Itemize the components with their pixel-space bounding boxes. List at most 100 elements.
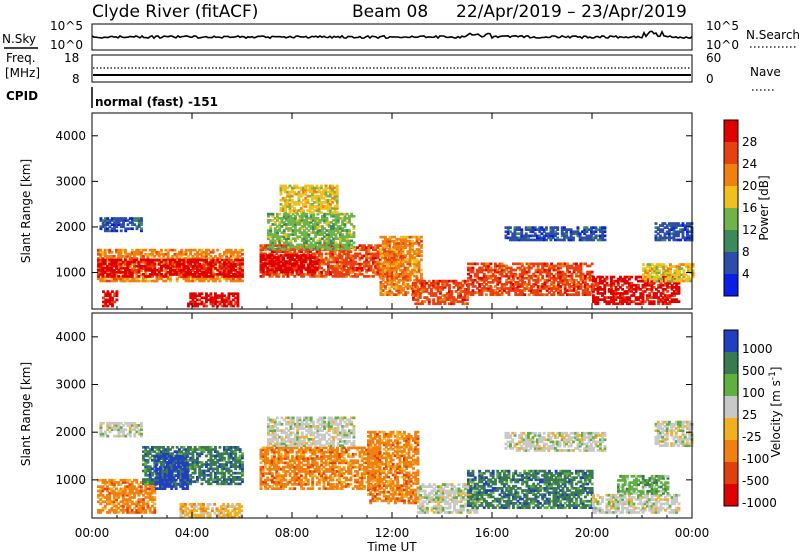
data-cell [520,228,523,231]
freq-left-tick-top: 18 [64,51,79,65]
noise-right-tick-bottom: 10^0 [706,38,739,52]
data-cell [612,276,615,279]
data-cell [320,253,323,256]
data-cell [316,260,319,263]
data-cell [353,225,356,228]
colorbar-segment [724,208,738,230]
data-cell [521,263,524,266]
colorbar-tick-label: 28 [742,135,757,149]
data-cell [305,213,308,216]
colorbar-segment [724,142,738,164]
noise-left-tick-bottom: 10^0 [50,38,83,52]
data-cell [241,280,244,283]
noise-left-label: N.Sky [2,32,36,46]
data-cell [350,250,353,253]
freq-left-tick-bottom: 8 [72,72,80,86]
y-tick-label: 4000 [55,129,86,143]
data-cell [216,249,219,252]
data-cell [353,246,356,249]
data-cell [140,227,143,230]
data-cell [604,226,607,229]
data-cell [153,263,156,266]
y-tick-label: 3000 [55,174,86,188]
data-cell [336,211,339,214]
data-cell [541,275,544,278]
data-cell [556,232,559,235]
data-cell [655,222,658,225]
date-range: 22/Apr/2019 – 23/Apr/2019 [456,2,687,22]
data-cell [469,275,472,278]
data-cell [241,263,244,266]
data-cell [205,259,208,262]
data-cell [407,291,410,294]
data-cell [660,278,663,281]
data-cell [666,290,669,293]
noise-left-tick-top: 10^5 [50,19,83,33]
data-cell [348,229,351,232]
data-cell [420,273,423,276]
colorbar-tick-label: 16 [742,201,757,215]
data-cell [160,249,163,252]
freq-left-unit: [MHz] [5,66,40,80]
data-cell [637,284,640,287]
data-cell [509,226,512,229]
y-tick-label: 1000 [55,266,86,280]
data-cell [591,263,594,266]
data-cell [420,236,423,239]
data-cell [326,217,329,220]
data-cell [210,292,213,295]
data-cell [653,300,656,303]
y-tick-label: 2000 [55,220,86,234]
data-cell [320,211,323,214]
colorbar-tick-label: 4 [742,267,750,281]
data-cell [577,226,580,229]
noise-panel: N.Sky 10^5 10^0 10^5 10^0 N.Search [2,19,800,52]
data-cell [262,254,265,257]
data-cell [466,280,469,283]
data-cell [201,292,204,295]
data-cell [316,266,319,269]
data-cell [428,298,431,301]
colorbar-tick-label: 8 [742,245,750,259]
colorbar-segment [724,186,738,208]
power-y-label: Slant Range [km] [19,159,33,263]
data-cell [476,263,479,266]
power-colorbar-label: Power [dB] [757,175,771,240]
colorbar-segment [724,164,738,186]
data-cell [384,273,387,276]
data-cell [545,226,548,229]
noise-right-label: N.Search [746,28,800,42]
colorbar-segment [724,230,738,252]
data-cell [420,250,423,253]
data-cell [174,249,177,252]
data-cell [205,305,208,308]
data-cell [116,290,119,293]
cpid-panel: CPID normal (fast) -151 [6,87,218,109]
data-cell [241,249,244,252]
data-cell [630,276,633,279]
data-cell [116,299,119,302]
data-cell [212,249,215,252]
data-cell [472,267,475,270]
data-cell [450,290,453,293]
data-cell [523,293,526,296]
data-cell [678,300,681,303]
data-cell [420,244,423,247]
freq-left-label: Freq. [6,51,36,65]
data-cell [353,215,356,218]
colorbar-tick-label: 20 [742,179,757,193]
beam-label: Beam 08 [352,2,428,22]
data-cell [658,269,661,272]
data-cell [302,209,305,212]
site-title: Clyde River (fitACF) [92,2,258,22]
data-cell [144,249,147,252]
data-cell [420,240,423,243]
data-cell [353,242,356,245]
data-cell [416,275,419,278]
data-cell [490,263,493,266]
data-cell [448,284,451,287]
data-cell [336,185,339,188]
colorbar-tick-label: 24 [742,157,757,171]
